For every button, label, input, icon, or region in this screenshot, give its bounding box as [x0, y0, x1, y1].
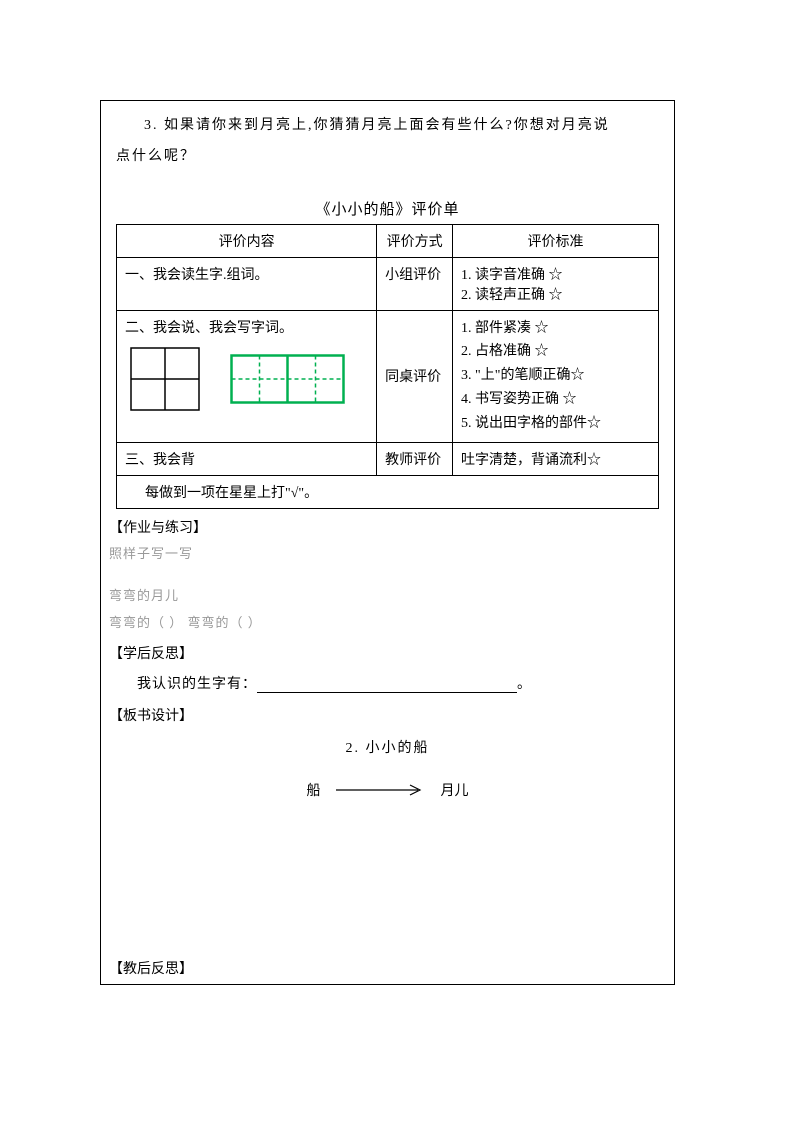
intro-question: 3. 如果请你来到月亮上,你猜猜月亮上面会有些什么?你想对月亮说 点什么呢？ — [101, 101, 674, 193]
header-method: 评价方式 — [377, 224, 453, 257]
intro-line-1: 3. 如果请你来到月亮上,你猜猜月亮上面会有些什么?你想对月亮说 — [116, 111, 659, 142]
document-page: 3. 如果请你来到月亮上,你猜猜月亮上面会有些什么?你想对月亮说 点什么呢？ 《… — [100, 100, 675, 985]
grid-diagrams — [125, 337, 368, 421]
green-tian-grid — [230, 354, 345, 404]
reflection-blank-line — [257, 679, 517, 693]
row2-method: 同桌评价 — [377, 310, 453, 442]
board-title: 2. 小小的船 — [101, 727, 674, 772]
row3-method: 教师评价 — [377, 442, 453, 475]
board-right-word: 月儿 — [441, 780, 469, 800]
header-standard: 评价标准 — [453, 224, 659, 257]
board-arrow-diagram: 船 月儿 — [101, 772, 674, 830]
table-row: 一、我会读生字.组词。 小组评价 1. 读字音准确 ☆ 2. 读轻声正确 ☆ — [117, 257, 659, 310]
row1-content: 一、我会读生字.组词。 — [117, 257, 377, 310]
table-footer-row: 每做到一项在星星上打"√"。 — [117, 475, 659, 508]
arrow-icon — [336, 784, 426, 796]
homework-blanks: 弯弯的（ ） 弯弯的（ ） — [101, 608, 674, 635]
board-left-word: 船 — [307, 780, 321, 800]
reflection-header: 【学后反思】 — [101, 635, 674, 665]
row3-standard: 吐字清楚，背诵流利☆ — [453, 442, 659, 475]
table-row: 三、我会背 教师评价 吐字清楚，背诵流利☆ — [117, 442, 659, 475]
table-footer: 每做到一项在星星上打"√"。 — [117, 475, 659, 508]
row1-standard: 1. 读字音准确 ☆ 2. 读轻声正确 ☆ — [453, 257, 659, 310]
table-header-row: 评价内容 评价方式 评价标准 — [117, 224, 659, 257]
homework-example: 弯弯的月儿 — [101, 581, 674, 608]
row2-content: 二、我会说、我会写字词。 — [117, 310, 377, 442]
table-row: 二、我会说、我会写字词。 — [117, 310, 659, 442]
reflection-period: 。 — [517, 677, 532, 692]
reflection-label: 我认识的生字有： — [137, 677, 257, 692]
table-title: 《小小的船》评价单 — [101, 193, 674, 224]
homework-header: 【作业与练习】 — [101, 509, 674, 539]
intro-line-2: 点什么呢？ — [116, 142, 659, 173]
board-header: 【板书设计】 — [101, 697, 674, 727]
reflection-text: 我认识的生字有： 。 — [101, 665, 674, 697]
header-content: 评价内容 — [117, 224, 377, 257]
row2-standard: 1. 部件紧凑 ☆ 2. 占格准确 ☆ 3. "上"的笔顺正确☆ 4. 书写姿势… — [453, 310, 659, 442]
row2-content-text: 二、我会说、我会写字词。 — [125, 317, 368, 337]
row1-method: 小组评价 — [377, 257, 453, 310]
teacher-reflection-header: 【教后反思】 — [101, 950, 674, 984]
black-tian-grid — [130, 347, 200, 411]
row3-content: 三、我会背 — [117, 442, 377, 475]
evaluation-table: 评价内容 评价方式 评价标准 一、我会读生字.组词。 小组评价 1. 读字音准确… — [116, 224, 659, 509]
homework-sub: 照样子写一写 — [101, 539, 674, 566]
